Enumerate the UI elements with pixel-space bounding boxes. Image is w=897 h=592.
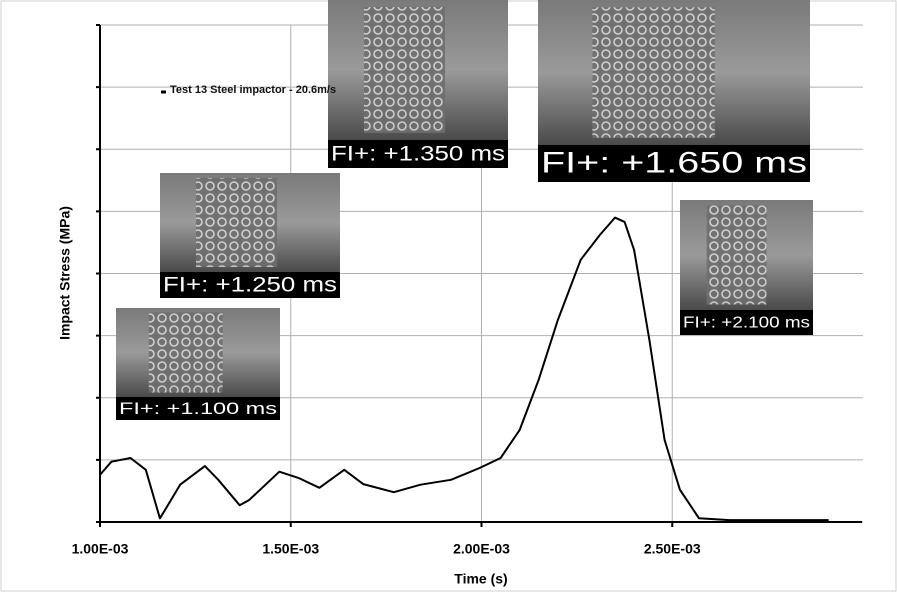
plot (99, 216, 829, 522)
inset-photo: FI+: +2.100 ms (680, 200, 813, 335)
data-line (99, 216, 829, 522)
specimen (592, 7, 715, 138)
caption-bg (160, 272, 340, 298)
caption-bg (116, 397, 280, 420)
caption: FI+: +2.100 ms (683, 315, 810, 332)
legend-label: Test 13 Steel impactor - 20.6m/s (170, 84, 337, 96)
specimen (196, 177, 277, 268)
caption: FI+: +1.350 ms (331, 143, 505, 166)
specimen (148, 312, 223, 393)
x-tick-label: 1.50E-03 (262, 541, 319, 557)
specimen (706, 205, 767, 305)
specimen (364, 7, 445, 133)
x-axis-label: Time (s) (454, 571, 507, 587)
inset-photo: FI+: +1.250 ms (160, 173, 340, 298)
inset-photo: FI+: +1.650 ms (538, 0, 810, 182)
y-axis-label: Impact Stress (MPa) (57, 206, 73, 340)
x-tick-label: 2.50E-03 (644, 541, 701, 557)
inset-photo: FI+: +1.350 ms (328, 0, 508, 168)
x-tick-label: 2.00E-03 (453, 541, 510, 557)
caption-bg (328, 140, 508, 168)
caption: FI+: +1.650 ms (541, 146, 807, 179)
x-tick-label: 1.00E-03 (72, 541, 129, 557)
caption: FI+: +1.100 ms (119, 399, 277, 418)
caption-bg (538, 145, 810, 182)
inset-photo: FI+: +1.100 ms (116, 308, 280, 420)
caption: FI+: +1.250 ms (163, 274, 337, 297)
insets: FI+: +1.100 ms FI+: +1.250 ms FI+: +1.350 … (116, 0, 813, 420)
caption-bg (680, 310, 813, 335)
